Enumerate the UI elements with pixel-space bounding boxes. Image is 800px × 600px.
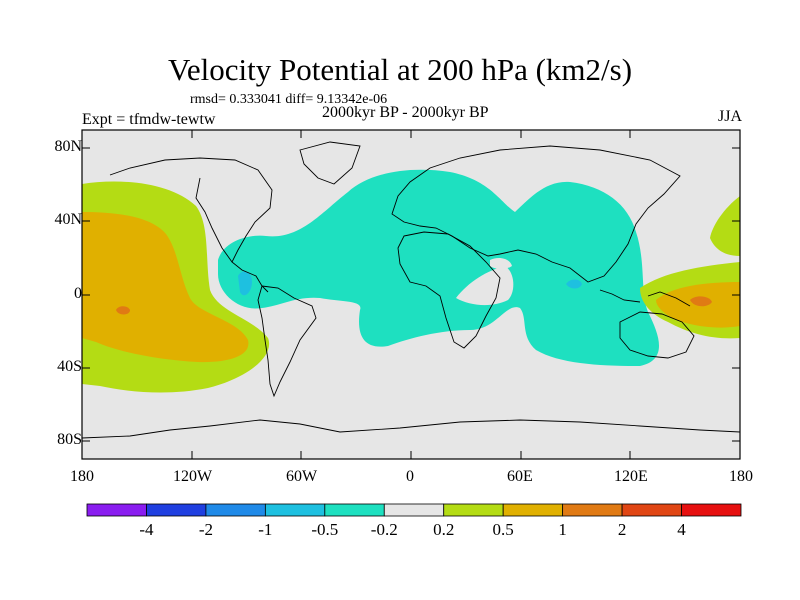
- colorbar-box-8: [562, 503, 623, 517]
- x-label-0: 0: [406, 468, 414, 485]
- southeast-asia-islands: [599, 289, 691, 307]
- colorbar-label-8: 2: [617, 520, 627, 539]
- antarctica-coast: [82, 419, 740, 439]
- y-label-40s: 40S: [57, 358, 82, 375]
- colorbar-box-5: [383, 503, 445, 517]
- y-label-eq: 0: [74, 285, 82, 302]
- experiment-label: Expt = tfmdw-tewtw: [82, 111, 216, 128]
- colorbar-box-10: [681, 503, 742, 517]
- colorbar-label-2: -1: [258, 520, 273, 539]
- chart-title: Velocity Potential at 200 hPa (km2/s): [167, 52, 633, 87]
- central-america-spot: [238, 271, 252, 296]
- season-label: JJA: [717, 108, 742, 125]
- europe-asia-coast: [391, 145, 681, 283]
- colorbar-label-9: 4: [677, 520, 686, 539]
- y-label-80s: 80S: [57, 431, 82, 448]
- pacific-positive-core: [82, 212, 249, 363]
- x-axis-ticks: [81, 130, 741, 459]
- stats-line: rmsd= 0.333041 diff= 9.13342e-06: [190, 92, 388, 107]
- colorbar-box-6: [443, 503, 504, 517]
- colorbar-box-9: [621, 503, 682, 517]
- south-america-coast: [257, 285, 317, 398]
- north-america-west-coast: [195, 177, 233, 263]
- pacific-strong-spot: [116, 306, 130, 315]
- colorbar-box-4: [324, 503, 385, 517]
- australia-coast: [619, 311, 695, 359]
- atlantic-eurasia-negative-region: [218, 169, 659, 366]
- colorbar-box-0: [86, 503, 147, 517]
- period-label: 2000kyr BP - 2000kyr BP: [322, 104, 489, 121]
- north-west-pacific-positive: [710, 196, 740, 256]
- x-label-120w: 120W: [173, 468, 213, 485]
- greenland-coast: [299, 141, 361, 185]
- colorbar-box-7: [502, 503, 564, 517]
- colorbar-label-0: -4: [139, 520, 154, 539]
- x-label-60w: 60W: [286, 468, 318, 485]
- africa-coast: [397, 231, 501, 349]
- y-label-40n: 40N: [54, 211, 82, 228]
- colorbar-box-3: [264, 503, 326, 517]
- x-label-60e: 60E: [507, 468, 533, 485]
- x-label-180w: 180: [70, 468, 94, 485]
- x-label-180e: 180: [729, 468, 753, 485]
- colorbar: [86, 503, 742, 517]
- north-america-coast: [109, 157, 273, 293]
- x-label-120e: 120E: [614, 468, 648, 485]
- africa-hole: [456, 266, 514, 306]
- colorbar-label-7: 1: [558, 520, 567, 539]
- colorbar-label-1: -2: [198, 520, 213, 539]
- colorbar-label-5: 0.2: [433, 520, 455, 539]
- colorbar-label-3: -0.5: [311, 520, 339, 539]
- y-axis-ticks: [82, 147, 740, 442]
- coastlines: [82, 141, 740, 439]
- arabia-hole: [490, 258, 512, 269]
- colorbar-label-4: -0.2: [370, 520, 398, 539]
- colorbar-box-2: [205, 503, 266, 517]
- y-label-80n: 80N: [54, 138, 82, 155]
- colorbar-label-6: 0.5: [492, 520, 514, 539]
- indian-ocean-spot: [566, 279, 582, 289]
- west-pacific-strong-spot: [690, 296, 712, 307]
- colorbar-box-1: [146, 503, 207, 517]
